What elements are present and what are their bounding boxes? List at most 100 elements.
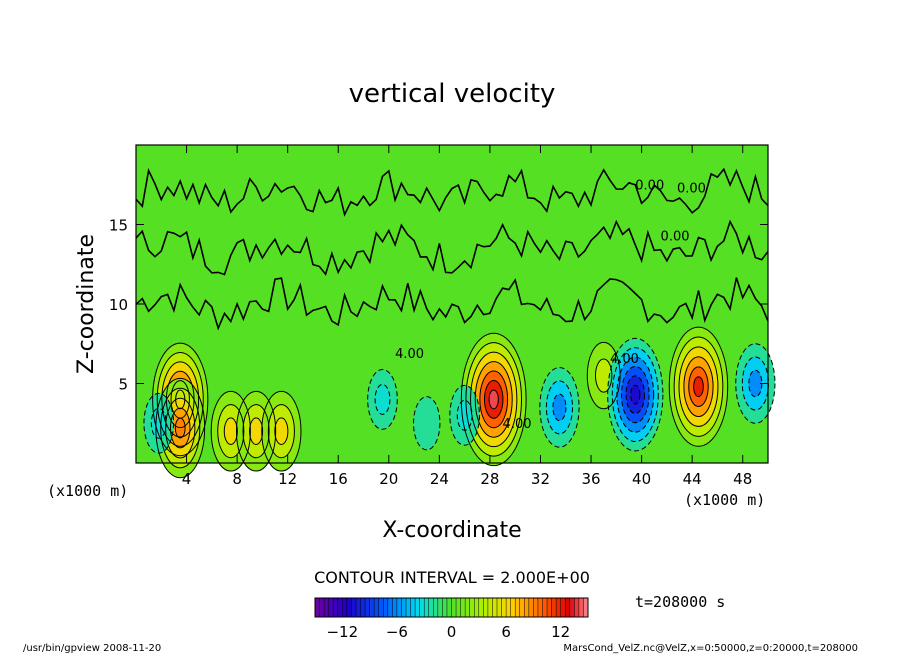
colorbar-segment — [428, 598, 434, 617]
contour-line — [156, 351, 204, 447]
y-axis-label: Z-coordinate — [74, 234, 99, 374]
contour-line — [625, 375, 645, 414]
colorbar-tick-label: −12 — [326, 623, 358, 641]
colorbar-segment — [396, 598, 402, 617]
contour-line — [630, 384, 641, 405]
colorbar-segment — [419, 598, 425, 617]
contour-line — [673, 336, 724, 437]
contour-line — [465, 342, 522, 457]
cell-fill — [375, 384, 390, 415]
colorbar-segment — [537, 598, 543, 617]
contour-label: 0.00 — [677, 182, 706, 197]
contour-line — [413, 396, 441, 451]
cell-fill — [748, 370, 762, 397]
contour-line — [223, 417, 238, 445]
cell-fill — [151, 408, 167, 439]
contour-line — [688, 366, 709, 408]
colorbar-segment — [578, 598, 584, 617]
colorbar-tick-label: 12 — [551, 623, 570, 641]
colorbar-segment — [460, 598, 466, 617]
contour-line — [607, 337, 664, 452]
colorbar-segment — [324, 598, 330, 617]
footer-left: /usr/bin/gpview 2008-11-20 — [23, 643, 161, 654]
colorbar-segment — [456, 598, 461, 617]
colorbar-segment — [574, 598, 580, 617]
cell-fill — [249, 417, 263, 445]
colorbar-segment — [437, 598, 443, 617]
colorbar-segment — [346, 598, 352, 617]
contour-line — [616, 356, 655, 433]
x-tick-label: 4 — [182, 470, 192, 488]
colorbar-segment — [369, 598, 375, 617]
contour-line — [367, 369, 398, 430]
colorbar-segment — [547, 598, 552, 617]
x-tick-label: 44 — [683, 470, 702, 488]
contour-line — [267, 404, 295, 459]
contour-line — [135, 219, 769, 276]
x-tick-label: 8 — [232, 470, 242, 488]
contour-line — [620, 365, 650, 424]
time-label: t=208000 s — [635, 593, 725, 611]
x-tick-label: 16 — [329, 470, 348, 488]
cell-fill — [224, 417, 238, 445]
contour-label: 4.00 — [610, 352, 639, 367]
contour-line — [611, 347, 659, 443]
contour-line — [693, 376, 704, 398]
contour-line — [449, 384, 480, 446]
x-tick-label: 12 — [278, 470, 297, 488]
colorbar-segment — [337, 598, 343, 617]
contour-line — [668, 326, 729, 447]
contour-line — [474, 361, 513, 438]
colorbar-segment — [501, 598, 507, 617]
contour-line — [169, 407, 191, 449]
colorbar-segment — [406, 598, 411, 617]
x-tick-label: 32 — [531, 470, 550, 488]
colorbar-segment — [528, 598, 534, 617]
colorbar-segment — [446, 598, 452, 617]
colorbar-segment — [542, 598, 548, 617]
colorbar-segment — [415, 598, 421, 617]
colorbar-segment — [401, 598, 407, 617]
contour-line — [735, 343, 776, 424]
colorbar-segment — [319, 598, 325, 617]
contour-line — [274, 417, 289, 445]
contour-line — [456, 399, 473, 431]
contour-line — [217, 404, 245, 459]
contour-line — [150, 407, 167, 439]
colorbar-segment — [524, 598, 530, 617]
colorbar-segment — [360, 598, 366, 617]
colorbar-segment — [519, 598, 525, 617]
colorbar-segment — [451, 598, 457, 617]
contour-line — [160, 387, 201, 469]
contour-line — [594, 358, 613, 393]
contour-line — [470, 351, 518, 448]
cell-fill — [630, 385, 640, 405]
colorbar-segment — [478, 598, 484, 617]
cell-fill — [274, 417, 288, 445]
contour-line — [135, 167, 769, 217]
cell-fill — [413, 396, 440, 450]
colorbar-segment — [442, 598, 448, 617]
contour-line — [242, 404, 270, 459]
colorbar-segment — [410, 598, 416, 617]
colorbar-segment — [487, 598, 493, 617]
y-tick-label: 5 — [118, 376, 128, 394]
colorbar-segment — [506, 598, 512, 617]
colorbar-segment — [497, 598, 502, 617]
contour-line — [174, 417, 186, 439]
colorbar-frame — [314, 597, 589, 618]
cell-fill — [693, 376, 704, 397]
contour-line — [161, 361, 200, 438]
colorbar-segment — [556, 598, 562, 617]
cell-fill — [552, 394, 566, 421]
contour-line — [460, 332, 527, 467]
colorbar-segment — [424, 598, 430, 617]
contour-line — [678, 346, 719, 427]
y-tick-label: 10 — [109, 296, 128, 314]
colorbar-segment — [583, 598, 589, 617]
x-tick-label: 28 — [480, 470, 499, 488]
footer-right: MarsCond_VelZ.nc@VelZ,x=0:50000,z=0:2000… — [563, 643, 858, 654]
colorbar-segment — [351, 598, 357, 617]
contour-line — [143, 392, 175, 454]
